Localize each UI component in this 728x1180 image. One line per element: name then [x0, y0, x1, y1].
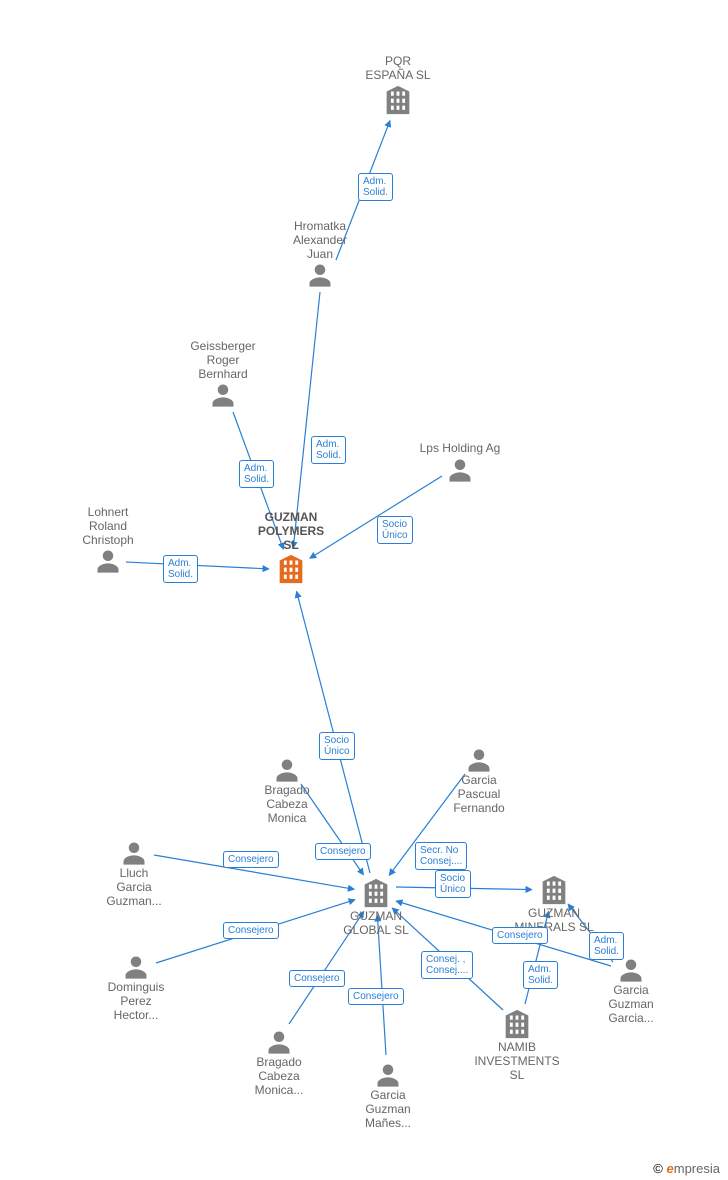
- node-label: BragadoCabezaMonica: [227, 784, 347, 825]
- edge-label: Consejero: [223, 922, 279, 939]
- edge-label: Consejero: [289, 970, 345, 987]
- diagram-canvas: PQRESPAÑA SL HromatkaAlexanderJuan Geissbe…: [0, 0, 728, 1180]
- company-icon: [274, 552, 308, 586]
- node-label: LluchGarciaGuzman...: [74, 867, 194, 908]
- node-label: LohnertRolandChristoph: [48, 506, 168, 547]
- person-icon: [265, 1028, 293, 1056]
- edge-label: SocioÚnico: [435, 870, 471, 898]
- company-icon: [381, 83, 415, 117]
- node-label: HromatkaAlexanderJuan: [260, 220, 380, 261]
- node-label: GUZMANPOLYMERSSL: [231, 511, 351, 552]
- person-icon: [446, 456, 474, 484]
- edge-label: Adm.Solid.: [523, 961, 558, 989]
- edge-label: Consejero: [492, 927, 548, 944]
- node-label: NAMIBINVESTMENTSSL: [457, 1041, 577, 1082]
- node-label: GarciaPascualFernando: [419, 774, 539, 815]
- node-label: DominguisPerezHector...: [76, 981, 196, 1022]
- edge-label: SocioÚnico: [377, 516, 413, 544]
- person-node[interactable]: LluchGarciaGuzman...: [74, 839, 194, 908]
- company-icon: [537, 873, 571, 907]
- edge-label: SocioÚnico: [319, 732, 355, 760]
- node-label: Lps Holding Ag: [400, 442, 520, 456]
- person-icon: [465, 746, 493, 774]
- company-node[interactable]: NAMIBINVESTMENTSSL: [457, 1007, 577, 1082]
- edge-label: Adm.Solid.: [311, 436, 346, 464]
- person-icon: [374, 1061, 402, 1089]
- footer-credit: © empresia: [653, 1161, 720, 1176]
- person-icon: [617, 956, 645, 984]
- person-node[interactable]: DominguisPerezHector...: [76, 953, 196, 1022]
- node-label: BragadoCabezaMonica...: [219, 1056, 339, 1097]
- edge-label: Consejero: [223, 851, 279, 868]
- edge-label: Consejero: [348, 988, 404, 1005]
- edge-label: Consej. ,Consej....: [421, 951, 473, 979]
- company-node[interactable]: GUZMANPOLYMERSSL: [231, 511, 351, 586]
- person-node[interactable]: LohnertRolandChristoph: [48, 506, 168, 575]
- node-label: GUZMANGLOBAL SL: [316, 910, 436, 938]
- person-icon: [94, 547, 122, 575]
- copyright-symbol: ©: [653, 1161, 663, 1176]
- node-label: GarciaGuzmanGarcia...: [571, 984, 691, 1025]
- person-icon: [120, 839, 148, 867]
- person-icon: [122, 953, 150, 981]
- person-icon: [209, 381, 237, 409]
- company-node[interactable]: PQRESPAÑA SL: [338, 55, 458, 117]
- edge-label: Consejero: [315, 843, 371, 860]
- edge-label: Adm.Solid.: [163, 555, 198, 583]
- node-label: GeissbergerRogerBernhard: [163, 340, 283, 381]
- person-node[interactable]: GeissbergerRogerBernhard: [163, 340, 283, 409]
- person-node[interactable]: BragadoCabezaMonica...: [219, 1028, 339, 1097]
- person-node[interactable]: HromatkaAlexanderJuan: [260, 220, 380, 289]
- person-node[interactable]: GarciaGuzmanMañes...: [328, 1061, 448, 1130]
- company-icon: [500, 1007, 534, 1041]
- person-node[interactable]: GarciaPascualFernando: [419, 746, 539, 815]
- company-icon: [359, 876, 393, 910]
- person-icon: [306, 261, 334, 289]
- person-node[interactable]: BragadoCabezaMonica: [227, 756, 347, 825]
- edge-label: Adm.Solid.: [358, 173, 393, 201]
- edge-label: Secr. NoConsej....: [415, 842, 467, 870]
- person-icon: [273, 756, 301, 784]
- company-node[interactable]: GUZMANMINERALS SL: [494, 873, 614, 935]
- person-node[interactable]: GarciaGuzmanGarcia...: [571, 956, 691, 1025]
- node-label: GarciaGuzmanMañes...: [328, 1089, 448, 1130]
- edge-label: Adm.Solid.: [239, 460, 274, 488]
- person-node[interactable]: Lps Holding Ag: [400, 442, 520, 484]
- node-label: PQRESPAÑA SL: [338, 55, 458, 83]
- company-node[interactable]: GUZMANGLOBAL SL: [316, 876, 436, 938]
- edge-label: Adm.Solid.: [589, 932, 624, 960]
